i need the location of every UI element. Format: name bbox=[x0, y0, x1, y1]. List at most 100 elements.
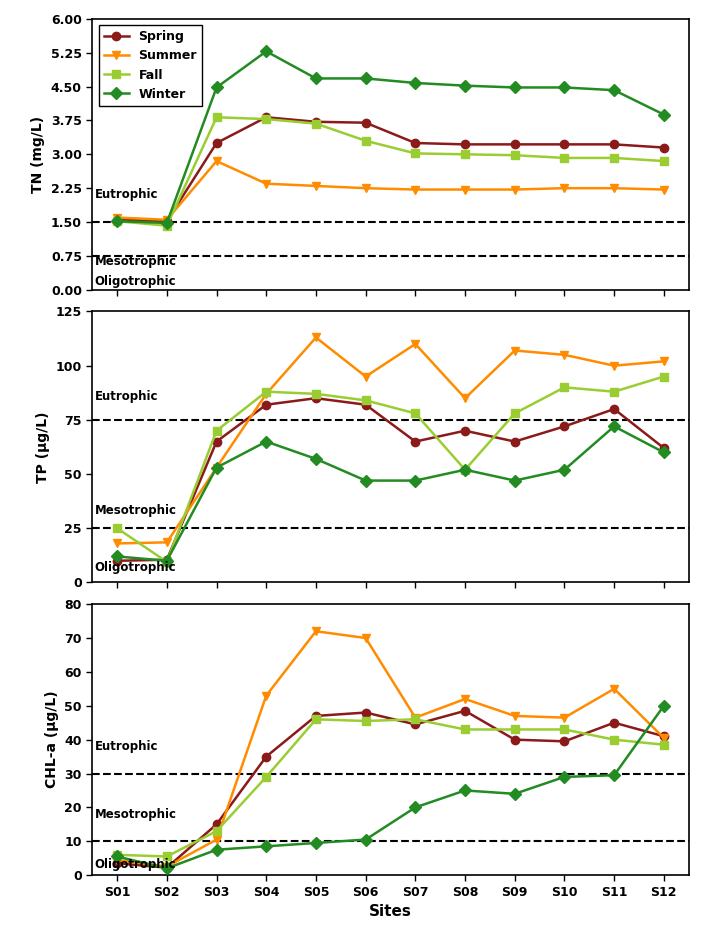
Text: Mesotrophic: Mesotrophic bbox=[95, 807, 177, 821]
Spring bbox=[312, 710, 320, 722]
Winter bbox=[560, 82, 569, 93]
Fall bbox=[560, 724, 569, 735]
Summer bbox=[262, 389, 271, 400]
Summer bbox=[610, 683, 618, 694]
Summer bbox=[660, 732, 668, 743]
Text: Oligotrophic: Oligotrophic bbox=[95, 858, 176, 871]
Winter bbox=[610, 421, 618, 432]
Winter bbox=[610, 85, 618, 96]
Summer bbox=[610, 183, 618, 194]
Summer bbox=[312, 626, 320, 637]
Summer bbox=[312, 181, 320, 192]
Winter bbox=[461, 785, 469, 796]
Spring bbox=[212, 137, 221, 149]
Spring bbox=[510, 734, 519, 745]
Fall bbox=[212, 112, 221, 123]
Fall bbox=[212, 425, 221, 437]
Spring bbox=[212, 436, 221, 447]
Line: Fall: Fall bbox=[113, 373, 668, 566]
Summer bbox=[361, 371, 370, 382]
Winter bbox=[113, 550, 121, 562]
Text: Oligotrophic: Oligotrophic bbox=[95, 275, 176, 288]
Winter bbox=[262, 436, 271, 447]
Spring bbox=[163, 862, 171, 873]
Winter bbox=[510, 475, 519, 486]
Spring bbox=[560, 138, 569, 150]
Spring bbox=[361, 399, 370, 410]
Summer bbox=[113, 212, 121, 223]
Winter bbox=[312, 454, 320, 465]
Summer bbox=[361, 632, 370, 644]
Summer bbox=[610, 360, 618, 372]
Y-axis label: TP (μg/L): TP (μg/L) bbox=[36, 411, 50, 483]
Text: Oligotrophic: Oligotrophic bbox=[95, 561, 176, 574]
Winter bbox=[660, 109, 668, 120]
Line: Spring: Spring bbox=[113, 707, 668, 872]
Spring bbox=[610, 138, 618, 150]
Summer bbox=[411, 339, 420, 350]
Winter bbox=[212, 844, 221, 855]
Spring bbox=[411, 436, 420, 447]
Line: Spring: Spring bbox=[113, 394, 668, 565]
Fall bbox=[510, 407, 519, 419]
Summer bbox=[560, 183, 569, 194]
Fall bbox=[113, 215, 121, 227]
Winter bbox=[510, 82, 519, 93]
Summer bbox=[212, 834, 221, 845]
Winter bbox=[163, 555, 171, 566]
Line: Summer: Summer bbox=[113, 627, 668, 870]
Fall bbox=[660, 739, 668, 750]
Spring bbox=[113, 215, 121, 226]
Line: Fall: Fall bbox=[113, 113, 668, 230]
Line: Spring: Spring bbox=[113, 113, 668, 225]
Winter bbox=[560, 464, 569, 475]
Summer bbox=[660, 356, 668, 367]
Spring bbox=[510, 138, 519, 150]
Spring bbox=[212, 819, 221, 830]
Winter bbox=[312, 837, 320, 849]
Spring bbox=[461, 425, 469, 437]
Fall bbox=[361, 394, 370, 406]
Summer bbox=[411, 183, 420, 195]
Fall bbox=[163, 851, 171, 862]
Summer bbox=[461, 183, 469, 195]
Spring bbox=[262, 112, 271, 123]
Summer bbox=[163, 215, 171, 226]
Fall bbox=[660, 155, 668, 167]
Fall bbox=[660, 371, 668, 382]
Fall bbox=[312, 118, 320, 129]
Spring bbox=[361, 707, 370, 718]
Text: Mesotrophic: Mesotrophic bbox=[95, 504, 177, 518]
Winter bbox=[560, 772, 569, 783]
Fall bbox=[212, 825, 221, 837]
Fall bbox=[610, 386, 618, 397]
Winter bbox=[361, 72, 370, 84]
Summer bbox=[163, 536, 171, 548]
Line: Winter: Winter bbox=[113, 702, 668, 872]
Line: Summer: Summer bbox=[113, 333, 668, 548]
Fall bbox=[411, 407, 420, 419]
Fall bbox=[560, 152, 569, 164]
Fall bbox=[312, 389, 320, 400]
Winter bbox=[113, 215, 121, 227]
Spring bbox=[610, 717, 618, 728]
Spring bbox=[560, 421, 569, 432]
Winter bbox=[262, 46, 271, 57]
Summer bbox=[361, 183, 370, 194]
Spring bbox=[361, 117, 370, 128]
Spring bbox=[411, 719, 420, 730]
Spring bbox=[262, 751, 271, 762]
Spring bbox=[163, 554, 171, 566]
Summer bbox=[660, 183, 668, 195]
Winter bbox=[461, 80, 469, 91]
Winter bbox=[660, 700, 668, 711]
Legend: Spring, Summer, Fall, Winter: Spring, Summer, Fall, Winter bbox=[99, 25, 202, 105]
X-axis label: Sites: Sites bbox=[369, 904, 412, 919]
Winter bbox=[361, 475, 370, 486]
Spring bbox=[560, 736, 569, 747]
Winter bbox=[113, 851, 121, 862]
Summer bbox=[262, 690, 271, 701]
Winter bbox=[610, 770, 618, 781]
Fall bbox=[113, 849, 121, 860]
Text: Eutrophic: Eutrophic bbox=[95, 390, 158, 403]
